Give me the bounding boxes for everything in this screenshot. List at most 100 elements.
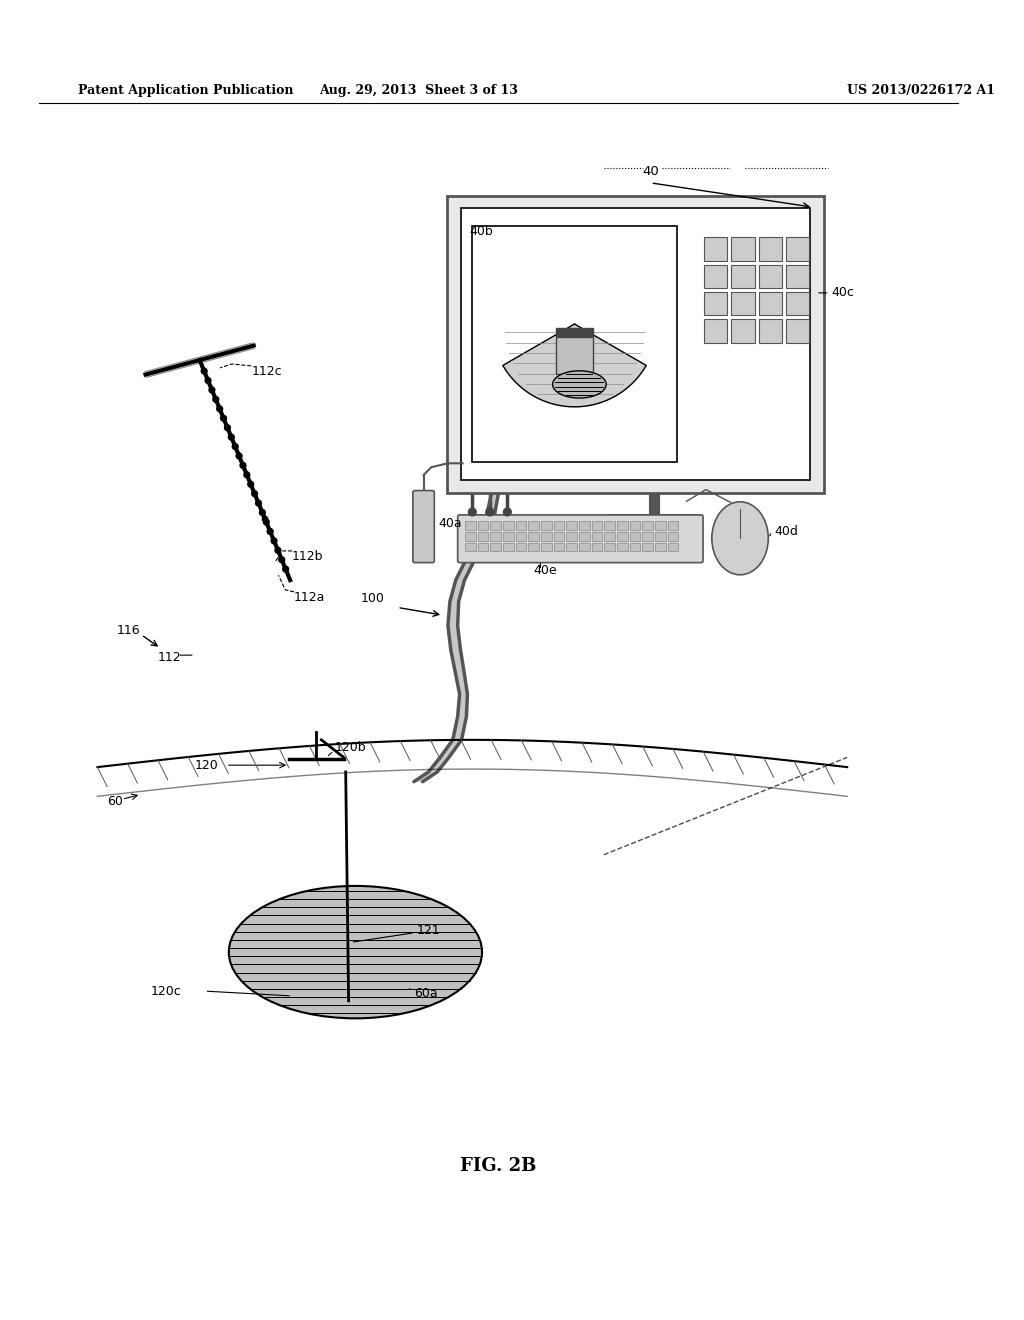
FancyBboxPatch shape: [705, 319, 727, 343]
FancyBboxPatch shape: [413, 491, 434, 562]
Circle shape: [279, 557, 285, 562]
FancyBboxPatch shape: [604, 521, 615, 531]
FancyBboxPatch shape: [554, 543, 564, 552]
Text: 112b: 112b: [292, 550, 324, 564]
FancyBboxPatch shape: [472, 226, 677, 462]
Circle shape: [209, 387, 215, 393]
Circle shape: [248, 482, 254, 487]
Text: 112a: 112a: [294, 591, 326, 605]
Circle shape: [263, 519, 269, 525]
Polygon shape: [414, 492, 499, 781]
Text: 112c: 112c: [251, 366, 282, 379]
FancyBboxPatch shape: [528, 521, 539, 531]
FancyBboxPatch shape: [541, 543, 552, 552]
Circle shape: [240, 462, 246, 469]
FancyBboxPatch shape: [490, 543, 501, 552]
Text: Patent Application Publication: Patent Application Publication: [78, 84, 294, 96]
FancyBboxPatch shape: [516, 543, 526, 552]
Circle shape: [504, 508, 511, 516]
FancyBboxPatch shape: [461, 209, 810, 480]
FancyBboxPatch shape: [503, 532, 514, 541]
Text: 40: 40: [643, 165, 659, 178]
FancyBboxPatch shape: [759, 238, 782, 261]
FancyBboxPatch shape: [616, 532, 628, 541]
Text: 121: 121: [417, 924, 440, 937]
FancyBboxPatch shape: [731, 238, 755, 261]
FancyBboxPatch shape: [541, 532, 552, 541]
FancyBboxPatch shape: [785, 238, 809, 261]
FancyBboxPatch shape: [477, 543, 488, 552]
FancyBboxPatch shape: [528, 543, 539, 552]
Circle shape: [228, 434, 234, 440]
Circle shape: [232, 444, 239, 449]
FancyBboxPatch shape: [490, 532, 501, 541]
FancyBboxPatch shape: [516, 532, 526, 541]
Text: 116: 116: [117, 624, 140, 638]
FancyBboxPatch shape: [630, 543, 640, 552]
Text: 40c: 40c: [831, 286, 854, 300]
Circle shape: [217, 405, 222, 412]
Circle shape: [224, 425, 230, 430]
Text: US 2013/0226172 A1: US 2013/0226172 A1: [847, 84, 995, 96]
Circle shape: [252, 491, 257, 496]
FancyBboxPatch shape: [759, 319, 782, 343]
FancyBboxPatch shape: [759, 292, 782, 315]
FancyBboxPatch shape: [655, 543, 666, 552]
FancyBboxPatch shape: [705, 264, 727, 288]
Text: 120: 120: [195, 759, 218, 772]
Text: 40a: 40a: [438, 517, 462, 531]
FancyBboxPatch shape: [579, 521, 590, 531]
Circle shape: [256, 500, 261, 506]
Text: 40d: 40d: [774, 525, 798, 539]
Text: 100: 100: [360, 591, 384, 605]
FancyBboxPatch shape: [503, 521, 514, 531]
FancyBboxPatch shape: [731, 319, 755, 343]
FancyBboxPatch shape: [516, 521, 526, 531]
FancyBboxPatch shape: [785, 319, 809, 343]
FancyBboxPatch shape: [465, 521, 476, 531]
FancyBboxPatch shape: [705, 292, 727, 315]
Polygon shape: [503, 323, 646, 407]
Circle shape: [205, 378, 211, 383]
FancyBboxPatch shape: [705, 238, 727, 261]
Text: 60: 60: [108, 795, 123, 808]
Ellipse shape: [712, 502, 768, 574]
Text: 120b: 120b: [335, 741, 367, 754]
FancyBboxPatch shape: [503, 543, 514, 552]
FancyBboxPatch shape: [465, 532, 476, 541]
FancyBboxPatch shape: [655, 532, 666, 541]
FancyBboxPatch shape: [477, 521, 488, 531]
Text: 40b: 40b: [469, 224, 494, 238]
FancyBboxPatch shape: [642, 543, 653, 552]
FancyBboxPatch shape: [465, 543, 476, 552]
FancyBboxPatch shape: [604, 543, 615, 552]
Circle shape: [267, 528, 273, 535]
Text: 112: 112: [158, 651, 181, 664]
Circle shape: [244, 473, 250, 478]
Circle shape: [259, 510, 265, 516]
FancyBboxPatch shape: [541, 521, 552, 531]
FancyBboxPatch shape: [490, 521, 501, 531]
Circle shape: [213, 396, 219, 403]
FancyBboxPatch shape: [668, 532, 678, 541]
FancyBboxPatch shape: [630, 532, 640, 541]
Circle shape: [202, 368, 207, 374]
Ellipse shape: [553, 371, 606, 399]
FancyBboxPatch shape: [731, 292, 755, 315]
FancyBboxPatch shape: [785, 292, 809, 315]
FancyBboxPatch shape: [655, 521, 666, 531]
FancyBboxPatch shape: [616, 521, 628, 531]
FancyBboxPatch shape: [759, 264, 782, 288]
FancyBboxPatch shape: [446, 197, 824, 494]
FancyBboxPatch shape: [566, 521, 577, 531]
Circle shape: [468, 508, 476, 516]
Text: 60a: 60a: [414, 986, 437, 999]
Circle shape: [271, 539, 276, 544]
Text: 120c: 120c: [151, 985, 181, 998]
FancyBboxPatch shape: [579, 543, 590, 552]
FancyBboxPatch shape: [556, 327, 593, 374]
FancyBboxPatch shape: [528, 532, 539, 541]
FancyBboxPatch shape: [642, 532, 653, 541]
FancyBboxPatch shape: [592, 532, 602, 541]
FancyBboxPatch shape: [592, 521, 602, 531]
